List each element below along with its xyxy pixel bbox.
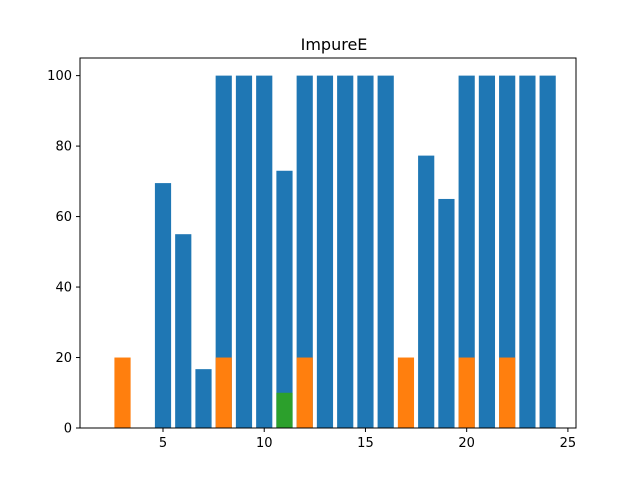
bar-series1-x18 xyxy=(418,155,435,428)
bar-series1-x10 xyxy=(256,75,273,428)
bar-series1-x21 xyxy=(478,75,496,428)
bar-series2-x8 xyxy=(215,357,232,428)
bar-series1-x15 xyxy=(357,75,374,428)
axes-layer: 5 10 15 20 25 0 20 40 60 80 100 xyxy=(47,57,577,451)
bar-series1-x13 xyxy=(316,75,334,428)
y-tick-label: 60 xyxy=(55,210,72,225)
bar-series1-x6 xyxy=(175,234,192,428)
x-tick-label: 20 xyxy=(458,436,475,451)
bar-series1-x9 xyxy=(235,75,253,428)
bar-series1-x23 xyxy=(519,75,536,428)
bar-series1-x22 xyxy=(499,75,516,428)
bar-series2-x20 xyxy=(458,357,475,428)
x-tick-label: 5 xyxy=(159,436,167,451)
y-tick-label: 100 xyxy=(47,69,72,84)
bar-series1-x24 xyxy=(539,75,556,428)
bar-series1-x16 xyxy=(377,75,394,428)
y-tick-label: 80 xyxy=(55,140,72,155)
bar-series1-x14 xyxy=(337,75,354,428)
bar-series2-x3 xyxy=(114,357,131,428)
chart-title: ImpureE xyxy=(301,35,368,54)
y-tick-label: 20 xyxy=(55,351,72,366)
bars-layer xyxy=(114,75,556,428)
bar-series1-x19 xyxy=(438,198,455,428)
bar-series1-x5 xyxy=(154,183,172,428)
plot-frame xyxy=(79,57,577,429)
bar-series1-x7 xyxy=(195,369,212,428)
bar-series1-x8 xyxy=(215,75,232,428)
bar-series1-x12 xyxy=(296,75,313,428)
bar-series2-x17 xyxy=(397,357,415,428)
bar-series1-x20 xyxy=(458,75,475,428)
y-tick-label: 0 xyxy=(64,422,72,437)
x-tick-label: 25 xyxy=(560,436,577,451)
bar-series3-x11 xyxy=(276,392,293,428)
x-tick-label: 10 xyxy=(256,436,273,451)
x-tick-label: 15 xyxy=(357,436,374,451)
y-tick-label: 40 xyxy=(55,281,72,296)
bar-series1-x11 xyxy=(276,170,293,428)
bar-series2-x22 xyxy=(499,357,516,428)
bar-series2-x12 xyxy=(296,357,313,428)
